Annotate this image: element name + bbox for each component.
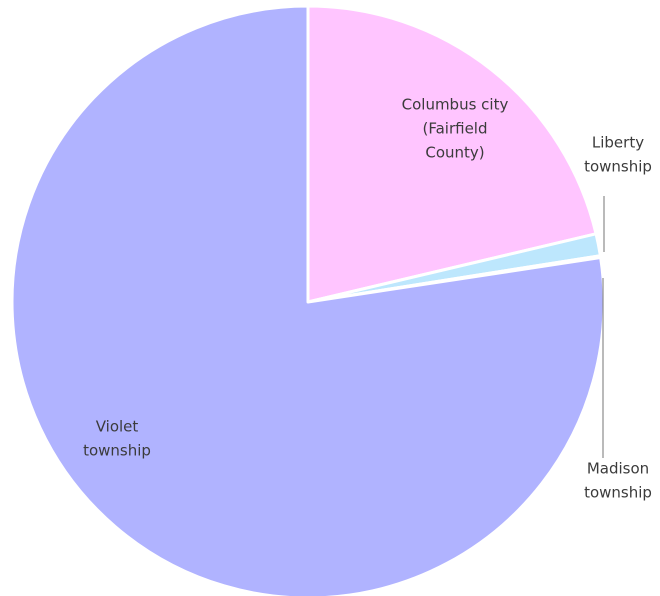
slice-label-violet-township: Violet township [83,418,151,460]
slice-label-line: township [83,442,151,460]
slice-label-madison-township: Madison township [584,460,652,502]
slice-label-line: Liberty [592,134,644,152]
slice-label-columbus-city-fairfield-county: Columbus city (Fairfield County) [402,96,509,162]
pie-slice-columbus-city-fairfield-county [306,4,598,304]
slice-label-line: County) [425,144,484,162]
slice-label-line: township [584,158,652,176]
slice-labels: Columbus city (Fairfield County) Liberty tow… [83,96,652,502]
leader-lines [602,196,605,458]
slice-label-line: Violet [96,418,139,436]
pie-slice-violet-township [10,4,606,596]
slice-label-line: (Fairfield [423,120,488,138]
pie-slices [10,4,606,596]
slice-label-line: Madison [587,460,649,478]
slice-label-line: township [584,484,652,502]
slice-label-liberty-township: Liberty township [584,134,652,176]
slice-label-line: Columbus city [402,96,509,114]
